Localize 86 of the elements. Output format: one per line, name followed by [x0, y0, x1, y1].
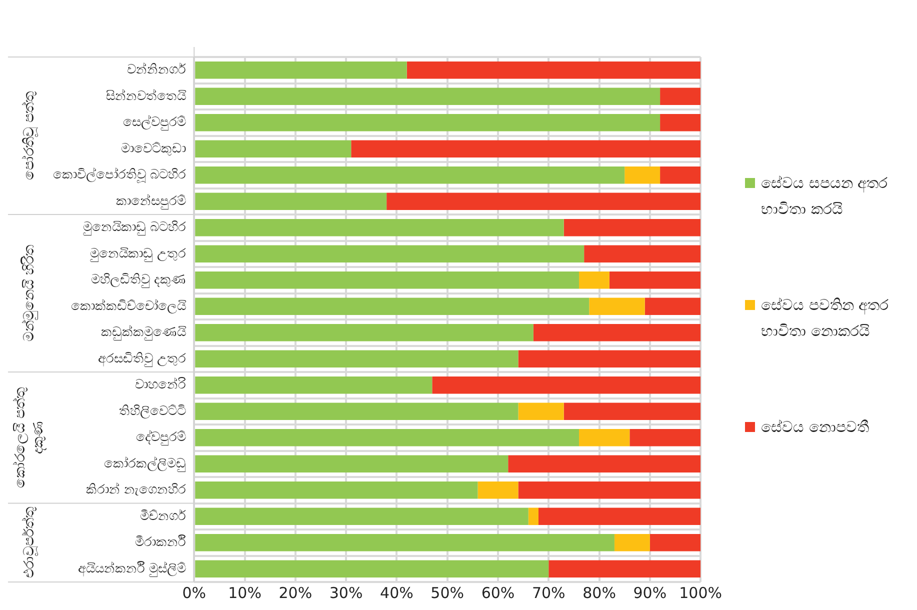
- bar: [630, 428, 701, 446]
- bar: [584, 245, 701, 263]
- bar: [508, 455, 701, 473]
- bar: [195, 166, 625, 184]
- y-tick-label: කෝරකල්ලිමඩු: [104, 455, 186, 472]
- bar: [528, 508, 538, 526]
- bar: [195, 114, 660, 132]
- bar: [660, 88, 701, 106]
- bar: [609, 271, 701, 289]
- text: මන්මුනෙයි හිරිත: [22, 244, 39, 342]
- y-tick-label: මහිලඩිතිවු දකුණ: [90, 272, 186, 288]
- bar: [195, 88, 660, 106]
- y-tick-label: කානේසපුරම්: [116, 192, 186, 209]
- y-tick-label: සින්නවත්තෙයි: [106, 88, 188, 104]
- legend-label: සේවය පවතින අතර භාවිතා නොකරයි: [761, 295, 890, 342]
- bar: [579, 428, 630, 446]
- bar: [538, 508, 701, 526]
- text: එරාවූර්පත්තු: [22, 506, 39, 578]
- bar: [195, 508, 528, 526]
- bar: [195, 218, 564, 236]
- x-tick-label: 50%: [430, 584, 464, 602]
- bar: [406, 61, 701, 79]
- bar: [386, 192, 701, 210]
- y-tick-label: මීච්නගර්: [140, 508, 186, 524]
- legend-label: සේවය නොපවතී: [761, 417, 869, 438]
- bar: [650, 534, 701, 552]
- bar: [660, 114, 701, 132]
- bar: [195, 350, 518, 368]
- x-tick-label: 40%: [380, 584, 414, 602]
- bar: [589, 298, 645, 316]
- bar: [195, 455, 508, 473]
- bar: [195, 560, 549, 578]
- bar: [518, 350, 701, 368]
- bar: [432, 376, 701, 394]
- x-tick-label: 90%: [633, 584, 667, 602]
- text: කෝරලෙයි පත්තු දකුණ: [12, 386, 47, 488]
- x-tick-label: 20%: [278, 584, 312, 602]
- bar: [195, 481, 478, 499]
- y-tick-label: මාවෙට්කුඩා: [121, 141, 186, 156]
- y-tick-label: වාහනේරි: [135, 376, 186, 392]
- bar: [518, 481, 701, 499]
- y-tick-label: කොවිල්පෝරතිවූ බටහිර: [52, 166, 186, 182]
- y-tick-label: අරසඩිතිවු උතුර: [98, 351, 186, 366]
- x-tick-label: 0%: [182, 584, 206, 602]
- bar: [195, 61, 407, 79]
- legend-label: සේවය සපයන අතර භාවිතා කරයි: [761, 173, 889, 220]
- y-tick-label: මුනෙයිකාඩු උතුර: [90, 246, 186, 262]
- text: පෝරතිවූ පත්තු: [22, 90, 39, 180]
- bar: [195, 402, 518, 420]
- bar: [195, 324, 534, 342]
- bar: [614, 534, 650, 552]
- x-tick-label: 60%: [481, 584, 515, 602]
- y-tick-label: මීරාකර්නි: [135, 534, 186, 550]
- bar: [579, 271, 610, 289]
- bar: [564, 402, 701, 420]
- x-tick-label: 70%: [532, 584, 566, 602]
- bar: [478, 481, 518, 499]
- bar: [195, 271, 580, 289]
- bar: [195, 534, 614, 552]
- bar: [195, 192, 387, 210]
- bar: [644, 298, 701, 316]
- y-tick-label: අයියන්කර්නි මුස්ලිම්: [78, 560, 186, 576]
- y-tick-label: වන්නිනගර්: [127, 62, 186, 78]
- x-tick-label: 30%: [329, 584, 363, 602]
- bar: [195, 298, 590, 316]
- y-tick-label: දේවපුරම්: [136, 429, 186, 445]
- y-tick-label: කොක්කඩිච්චෝලෙයි: [71, 298, 188, 314]
- bar: [351, 140, 701, 158]
- bar: [624, 166, 660, 184]
- x-tick-label: 80%: [582, 584, 616, 602]
- y-tick-label: කිරාන් නැගෙනහිර: [86, 482, 186, 498]
- bar: [195, 428, 580, 446]
- y-tick-label: මුනෙයිකාඩු බටහිර: [82, 220, 186, 235]
- bar: [195, 376, 432, 394]
- bar: [548, 560, 701, 578]
- bar: [564, 218, 701, 236]
- bar: [660, 166, 701, 184]
- y-tick-label: කඩුක්කමුණෙයි: [101, 324, 188, 340]
- bar: [518, 402, 564, 420]
- y-tick-label: සෙල්වපුරම්: [123, 114, 186, 130]
- bar: [195, 245, 584, 263]
- x-tick-label: 100%: [679, 584, 722, 602]
- bar: [195, 140, 352, 158]
- y-tick-label: තිහිලිවෙට්ටි: [119, 404, 186, 419]
- x-tick-label: 10%: [228, 584, 262, 602]
- bar: [533, 324, 701, 342]
